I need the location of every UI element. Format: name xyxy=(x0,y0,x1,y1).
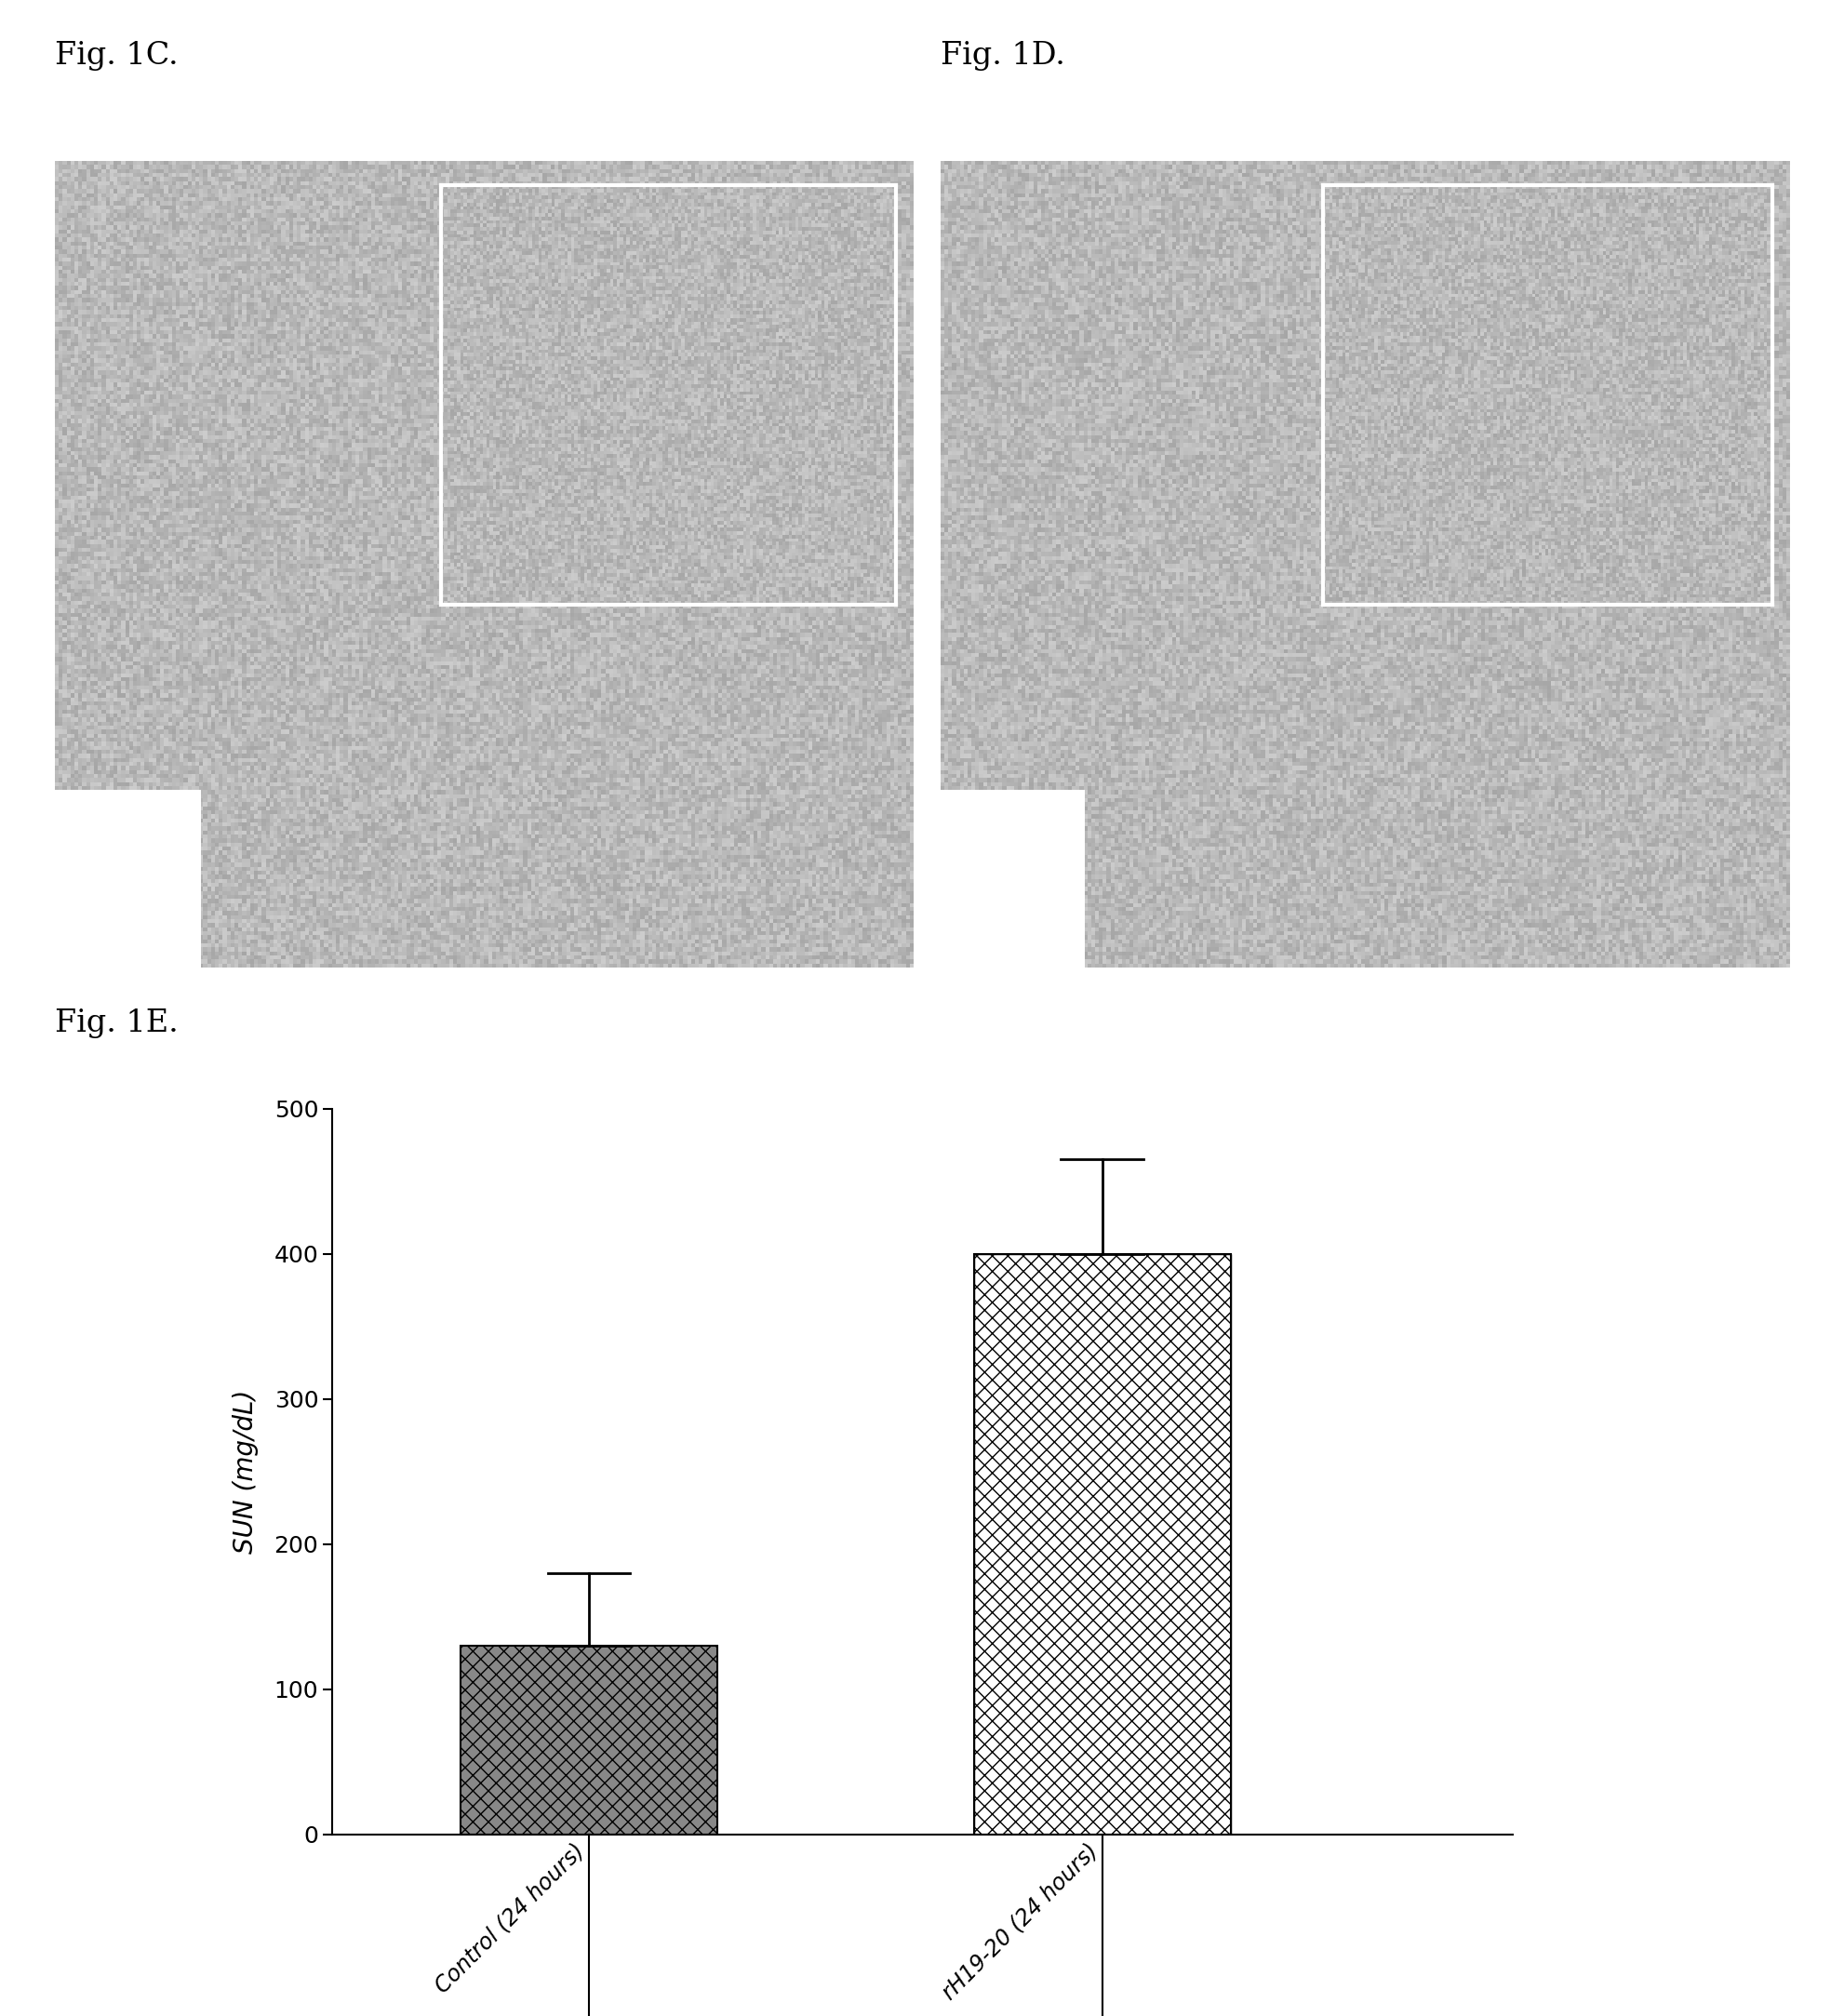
Bar xyxy=(55,790,201,968)
Bar xyxy=(974,1254,1230,1835)
Bar xyxy=(461,1645,717,1835)
Text: Fig. 1C.: Fig. 1C. xyxy=(55,40,179,71)
Y-axis label: SUN (mg/dL): SUN (mg/dL) xyxy=(232,1389,258,1554)
Bar xyxy=(940,790,1084,968)
Text: Fig. 1E.: Fig. 1E. xyxy=(55,1008,179,1038)
Bar xyxy=(461,1645,717,1835)
Text: Fig. 1D.: Fig. 1D. xyxy=(940,40,1066,71)
Bar xyxy=(974,1254,1230,1835)
